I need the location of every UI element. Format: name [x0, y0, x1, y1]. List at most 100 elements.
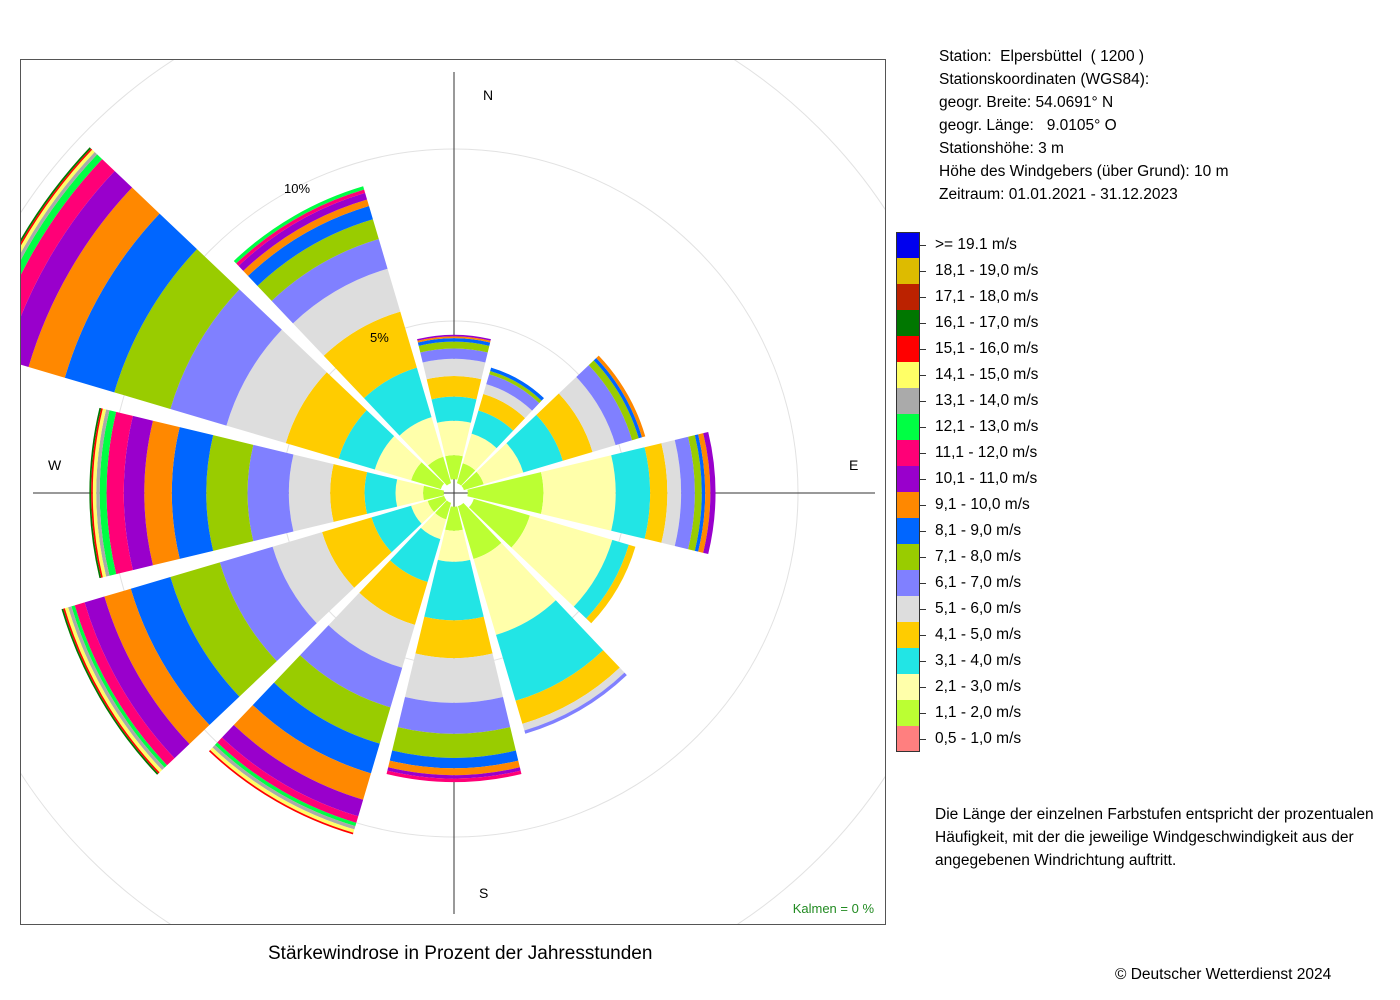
legend-tick [920, 271, 926, 272]
wind-sector-band [21, 149, 95, 253]
legend-label: 13,1 - 14,0 m/s [935, 392, 1039, 409]
legend-label: 10,1 - 11,0 m/s [935, 470, 1038, 487]
legend-label: 1,1 - 2,0 m/s [935, 704, 1022, 721]
legend-tick [920, 635, 926, 636]
wind-sector-band [461, 471, 484, 491]
wind-sector-band [511, 515, 613, 607]
wind-sector-band [694, 434, 706, 552]
wind-sector-band [21, 154, 103, 275]
wind-sector-band [437, 420, 471, 457]
wind-sector-band [456, 463, 476, 486]
wind-sector-band [593, 358, 643, 439]
station-latitude: geogr. Breite: 54.0691° N [939, 94, 1114, 111]
legend-swatch [896, 258, 920, 284]
wind-sector-band [274, 655, 391, 744]
legend-tick [920, 427, 926, 428]
wind-sector-band [238, 192, 368, 271]
wind-sector-band [468, 498, 530, 548]
wind-sector-band [99, 410, 117, 576]
wind-sector-band [490, 367, 544, 401]
wind-sector-band [288, 454, 334, 532]
legend-label: 9,1 - 10,0 m/s [935, 496, 1030, 513]
wind-sector-band [558, 376, 616, 452]
radial-tick-label: 10% [284, 181, 310, 196]
legend-label: 7,1 - 8,0 m/s [935, 548, 1022, 565]
legend-label: 17,1 - 18,0 m/s [935, 288, 1039, 305]
wind-sector-band [170, 289, 282, 426]
legend-swatch [896, 648, 920, 674]
wind-sector-band [226, 329, 327, 444]
wind-sector-band [371, 505, 422, 553]
wind-sector-band [417, 338, 491, 346]
wind-sector-band [388, 760, 520, 776]
wind-sector-band [364, 472, 398, 514]
wind-sector-band [515, 650, 620, 724]
legend-label: 5,1 - 6,0 m/s [935, 600, 1022, 617]
wind-sector-band [96, 409, 110, 577]
wind-sector-band [471, 410, 514, 449]
wind-sector-band [392, 727, 516, 758]
wind-sector-band [84, 596, 190, 759]
wind-sector-band [130, 577, 240, 726]
legend-label: 3,1 - 4,0 m/s [935, 652, 1022, 669]
wind-sector-band [473, 542, 556, 635]
wind-sector-band [536, 393, 593, 461]
wind-sector-band [390, 527, 441, 583]
legend-tick [920, 323, 926, 324]
legend-swatch [896, 466, 920, 492]
wind-sector-band [457, 502, 502, 559]
legend-tick [920, 401, 926, 402]
wind-sector-band [573, 539, 629, 619]
legend-swatch [896, 674, 920, 700]
wind-sector-band [437, 529, 471, 562]
wind-sector-band [424, 559, 484, 621]
wind-sector-band [417, 336, 491, 343]
wind-sector-band [389, 750, 519, 769]
legend-swatch [896, 700, 920, 726]
wind-sector-band [411, 500, 435, 524]
wind-sector-band [496, 600, 604, 701]
wind-sector-band [285, 372, 367, 459]
wind-sector-band [323, 311, 417, 399]
wind-sector-band [506, 414, 563, 473]
radial-tick-label: 5% [370, 330, 389, 345]
wind-sector-band [489, 370, 542, 404]
compass-label-w: W [48, 457, 62, 473]
wind-sector-band [106, 411, 133, 575]
legend-label: 0,5 - 1,0 m/s [935, 730, 1022, 747]
legend-label: 11,1 - 12,0 m/s [935, 444, 1038, 461]
wind-sector-band [417, 334, 491, 341]
wind-sector-band [703, 431, 716, 555]
wind-sector-band [399, 417, 444, 466]
legend-tick [920, 713, 926, 714]
station-longitude: geogr. Länge: 9.0105° O [939, 117, 1117, 134]
legend-tick [920, 739, 926, 740]
wind-sector-band [92, 408, 107, 578]
wind-sector-band [28, 187, 160, 378]
wind-sector-band [395, 479, 424, 507]
legend-label: 14,1 - 15,0 m/s [935, 366, 1039, 383]
wind-sector-band [247, 444, 294, 542]
wind-sector-band [114, 249, 240, 409]
legend-swatch [896, 492, 920, 518]
wind-sector-band [217, 737, 359, 823]
legend-tick [920, 453, 926, 454]
legend-swatch [896, 440, 920, 466]
legend-swatch [896, 414, 920, 440]
station-elevation: Stationshöhe: 3 m [939, 140, 1064, 157]
station-coordinates-heading: Stationskoordinaten (WGS84): [939, 71, 1150, 88]
wind-sector-band [420, 348, 488, 363]
anemometer-height: Höhe des Windgebers (über Grund): 10 m [939, 163, 1229, 180]
legend-label: 15,1 - 16,0 m/s [935, 340, 1039, 357]
wind-sector-band [427, 495, 447, 512]
wind-sector-band [300, 625, 403, 708]
wind-sector-band [171, 427, 214, 559]
calm-label: Kalmen = 0 % [793, 901, 875, 916]
legend-tick [920, 505, 926, 506]
wind-sector-band [257, 219, 379, 301]
compass-label-e: E [849, 457, 858, 473]
time-period: Zeitraum: 01.01.2021 - 31.12.2023 [939, 186, 1178, 203]
legend-tick [920, 557, 926, 558]
wind-sector-band [540, 455, 616, 531]
